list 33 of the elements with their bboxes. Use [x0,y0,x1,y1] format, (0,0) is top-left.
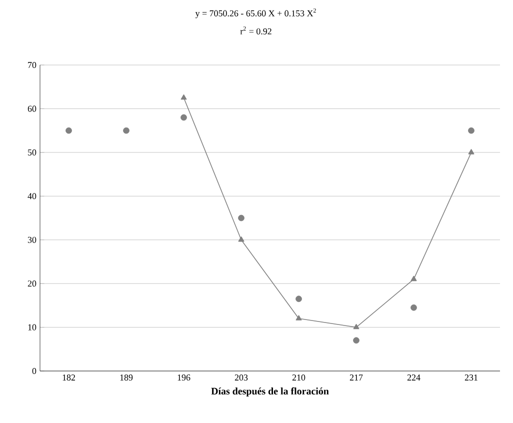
x-axis-title: Días después de la floración [211,387,329,397]
x-tick-label: 217 [350,374,363,380]
point [180,114,187,121]
y-tick-label: 20 [28,280,36,287]
point [238,236,244,242]
point [353,337,360,344]
y-tick-label: 10 [28,324,36,330]
x-tick-label: 210 [292,374,306,381]
point [180,94,187,100]
y-tick-label: 30 [28,236,36,243]
y-tick-label: 60 [28,106,36,112]
point [296,315,302,320]
x-tick-label: 224 [407,374,420,380]
chart-title: y = 7050.26 - 65.60 X + 0.153 X$^{2}$ [195,8,316,18]
point [468,149,474,154]
x-tick-label: 196 [178,374,190,381]
y-tick-label: 70 [28,62,36,68]
point [123,127,130,134]
point [66,127,72,134]
x-tick-label: 182 [62,374,75,381]
y-tick-label: 0 [32,368,36,374]
chart-subtitle: r$^{2}$ = 0.92 [240,26,272,34]
point [468,127,474,134]
point [296,296,302,302]
x-tick-label: 189 [120,374,133,381]
point [410,276,417,282]
point [410,304,417,311]
y-tick-label: 50 [28,149,36,156]
y-tick-label: 40 [28,193,36,200]
x-tick-label: 203 [234,374,248,381]
point [353,324,360,330]
point [238,214,244,222]
x-tick-label: 231 [464,374,478,381]
